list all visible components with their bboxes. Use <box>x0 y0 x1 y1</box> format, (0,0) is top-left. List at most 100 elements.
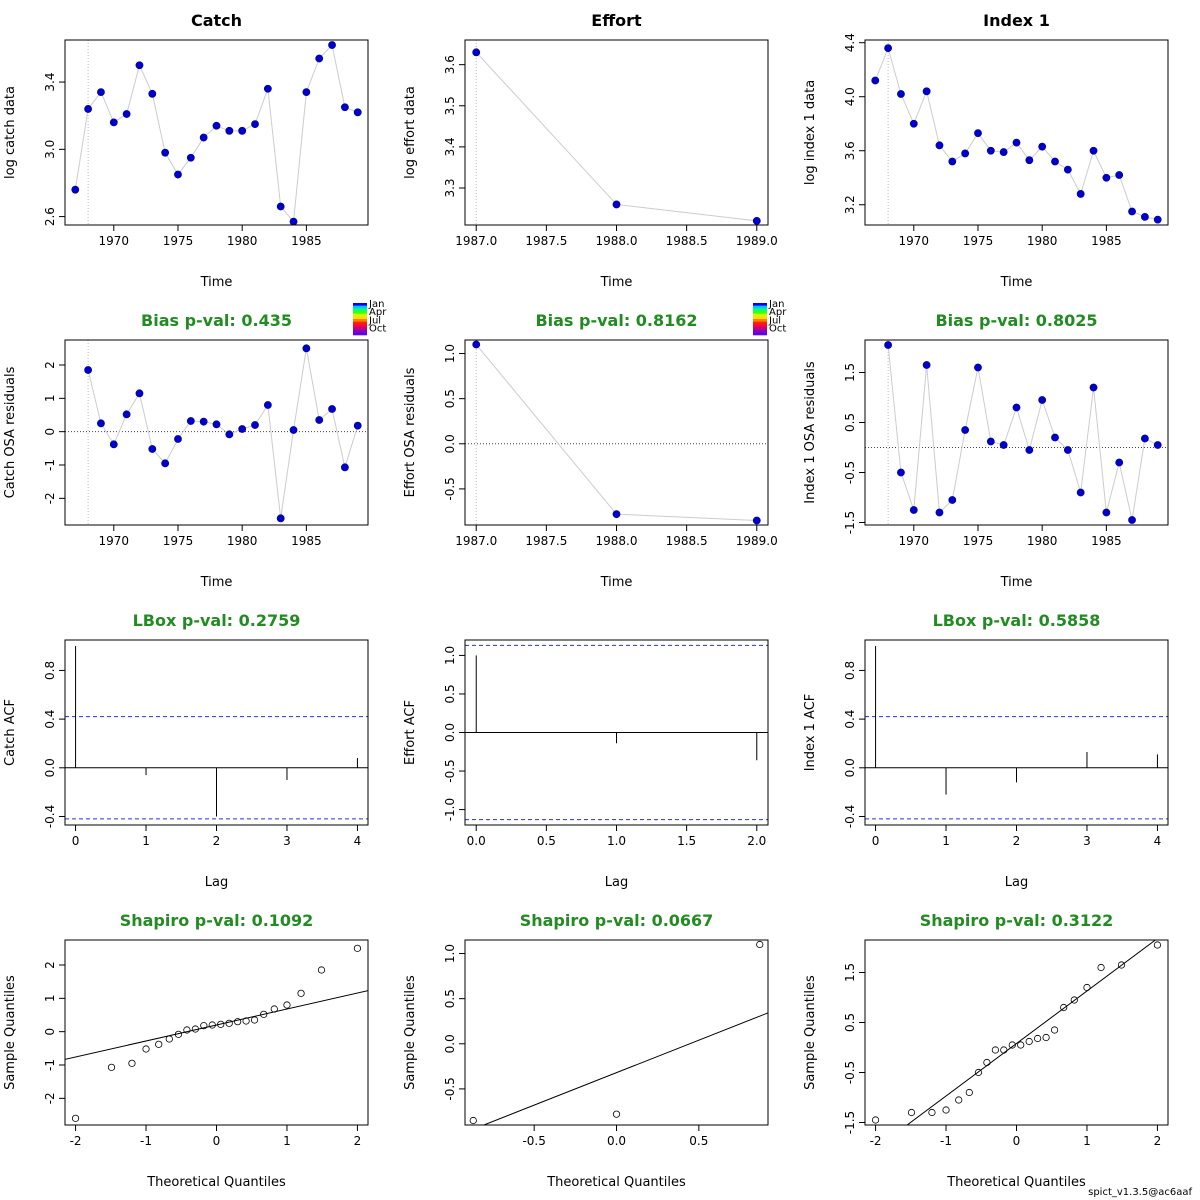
y-tick-label: 1.0 <box>443 944 457 963</box>
data-point <box>238 126 247 135</box>
panel-title: Bias p-val: 0.8025 <box>935 311 1097 330</box>
data-point <box>109 118 118 127</box>
x-tick-label: 3 <box>283 834 291 848</box>
qq-point <box>260 1010 268 1018</box>
x-axis-label: Time <box>600 575 633 590</box>
x-tick-label: 2 <box>354 1134 362 1148</box>
data-point <box>340 103 349 112</box>
month-legend-swatch <box>353 329 367 333</box>
y-axis-label: log effort data <box>403 86 418 179</box>
panel-title: Shapiro p-val: 0.0667 <box>520 911 714 930</box>
data-point <box>186 417 195 425</box>
month-legend-swatch <box>753 311 767 314</box>
qq-point <box>1117 961 1126 969</box>
data-point <box>289 426 298 434</box>
qq-point <box>200 1022 208 1030</box>
x-axis-label: Theoretical Quantiles <box>546 1175 686 1190</box>
qq-point <box>317 966 326 974</box>
month-legend-swatch <box>753 316 767 320</box>
month-legend-swatch <box>353 316 367 320</box>
qq-point <box>974 1068 983 1077</box>
x-tick-label: 0.0 <box>467 834 486 848</box>
month-legend-swatch <box>353 327 367 330</box>
data-point <box>1140 434 1149 443</box>
data-point <box>871 76 880 85</box>
data-point <box>328 41 336 49</box>
data-point <box>974 129 982 138</box>
data-point <box>315 416 324 424</box>
plot-frame <box>64 939 369 1126</box>
data-point <box>752 516 761 525</box>
qq-point <box>107 1063 116 1071</box>
y-axis-label: Index 1 ACF <box>803 694 818 772</box>
data-point <box>986 146 995 155</box>
data-point <box>1038 142 1047 151</box>
x-tick-label: -1 <box>140 1134 152 1148</box>
x-tick-label: 1987.0 <box>455 534 497 548</box>
data-point <box>212 420 221 429</box>
x-tick-label: 1985 <box>291 234 322 248</box>
plot-frame <box>464 939 769 1126</box>
data-point <box>122 110 131 118</box>
data-point <box>948 496 957 504</box>
data-point <box>1115 171 1124 179</box>
data-point <box>199 133 208 142</box>
qq-point <box>1050 1026 1059 1034</box>
qq-point <box>612 1110 621 1118</box>
qq-point <box>353 944 362 952</box>
data-point <box>1038 396 1047 404</box>
qq-point <box>1060 1003 1068 1012</box>
data-point <box>472 48 481 57</box>
qq-point <box>983 1058 991 1067</box>
x-tick-label: 3 <box>1083 834 1091 848</box>
x-tick-label: 1985 <box>1091 534 1122 548</box>
x-tick-label: 1975 <box>163 534 194 548</box>
month-legend-label: Apr <box>369 307 387 318</box>
x-tick-label: 1985 <box>1091 234 1122 248</box>
plot-frame <box>864 339 1169 526</box>
y-tick-label: 0.5 <box>443 684 457 703</box>
month-legend-swatch <box>753 319 767 322</box>
y-axis-label: Sample Quantiles <box>403 975 418 1090</box>
qq-point <box>183 1026 191 1034</box>
x-tick-label: 1 <box>1083 1134 1091 1148</box>
y-tick-label: -0.4 <box>43 805 57 828</box>
plot-frame <box>464 339 769 526</box>
qq-point <box>955 1096 963 1104</box>
y-tick-label: 3.5 <box>443 96 457 115</box>
y-tick-label: 0.8 <box>843 661 857 680</box>
data-point <box>353 108 362 117</box>
x-axis-label: Time <box>600 275 633 290</box>
month-legend-swatch <box>353 313 367 317</box>
data-point <box>161 148 170 157</box>
y-tick-label: -1 <box>43 1059 57 1071</box>
x-tick-label: 1988.0 <box>596 534 638 548</box>
x-axis-label: Lag <box>1005 875 1028 890</box>
y-axis-label: Catch ACF <box>3 699 18 766</box>
y-tick-label: 2.6 <box>43 207 57 226</box>
data-point <box>148 445 157 453</box>
month-legend-label: Apr <box>769 307 787 318</box>
qq-point <box>225 1019 233 1027</box>
qq-point <box>871 1116 880 1124</box>
data-point <box>909 506 918 514</box>
qq-point <box>208 1021 216 1029</box>
month-legend-swatch <box>753 329 767 333</box>
x-tick-label: 0.5 <box>689 1134 708 1148</box>
data-point <box>897 90 905 98</box>
y-tick-label: -0.5 <box>443 1077 457 1100</box>
month-legend-swatch <box>753 313 767 317</box>
data-point <box>302 344 311 353</box>
data-point <box>1128 516 1136 524</box>
y-tick-label: 0.5 <box>843 1013 857 1032</box>
x-tick-label: -2 <box>70 1134 82 1148</box>
qq-point <box>283 1001 291 1009</box>
data-point <box>1128 207 1136 216</box>
panel-1: Catch 1970 1975 1980 1985 2.6 3.0 3.4 Time log ca… <box>3 11 369 290</box>
data-point <box>472 340 481 349</box>
data-point <box>289 217 298 225</box>
month-legend-label: Oct <box>369 324 386 335</box>
qq-point <box>991 1046 999 1054</box>
plot-frame <box>864 39 1169 226</box>
x-tick-label: 1.5 <box>677 834 696 848</box>
